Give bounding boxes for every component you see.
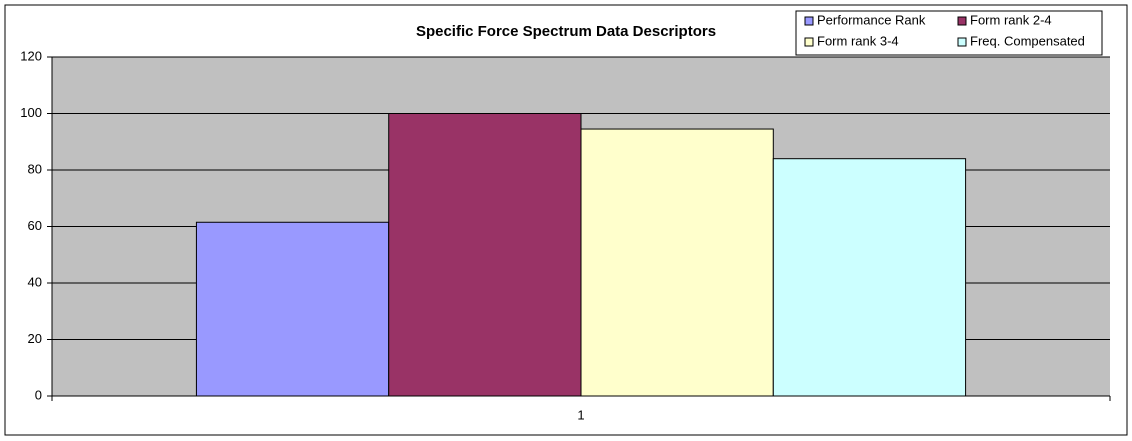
chart-title: Specific Force Spectrum Data Descriptors	[416, 23, 716, 40]
bar	[772, 158, 967, 397]
legend-label: Freq. Compensated	[970, 33, 1085, 48]
y-tick-label: 80	[28, 161, 42, 176]
y-tick-label: 60	[28, 218, 42, 233]
legend	[795, 10, 1103, 56]
legend-swatch	[804, 16, 814, 26]
bar	[580, 128, 774, 397]
y-tick-label: 100	[20, 105, 42, 120]
legend-label: Performance Rank	[817, 12, 926, 27]
y-tick-label: 20	[28, 331, 42, 346]
bar	[388, 113, 582, 397]
x-tick-label: 1	[577, 407, 584, 422]
legend-label: Form rank 3-4	[817, 33, 899, 48]
legend-swatch	[957, 37, 967, 47]
legend-label: Form rank 2-4	[970, 12, 1052, 27]
y-tick-label: 120	[20, 48, 42, 63]
y-tick-label: 0	[35, 387, 42, 402]
legend-swatch	[804, 37, 814, 47]
bar	[195, 221, 390, 397]
legend-swatch	[957, 16, 967, 26]
y-tick-label: 40	[28, 274, 42, 289]
